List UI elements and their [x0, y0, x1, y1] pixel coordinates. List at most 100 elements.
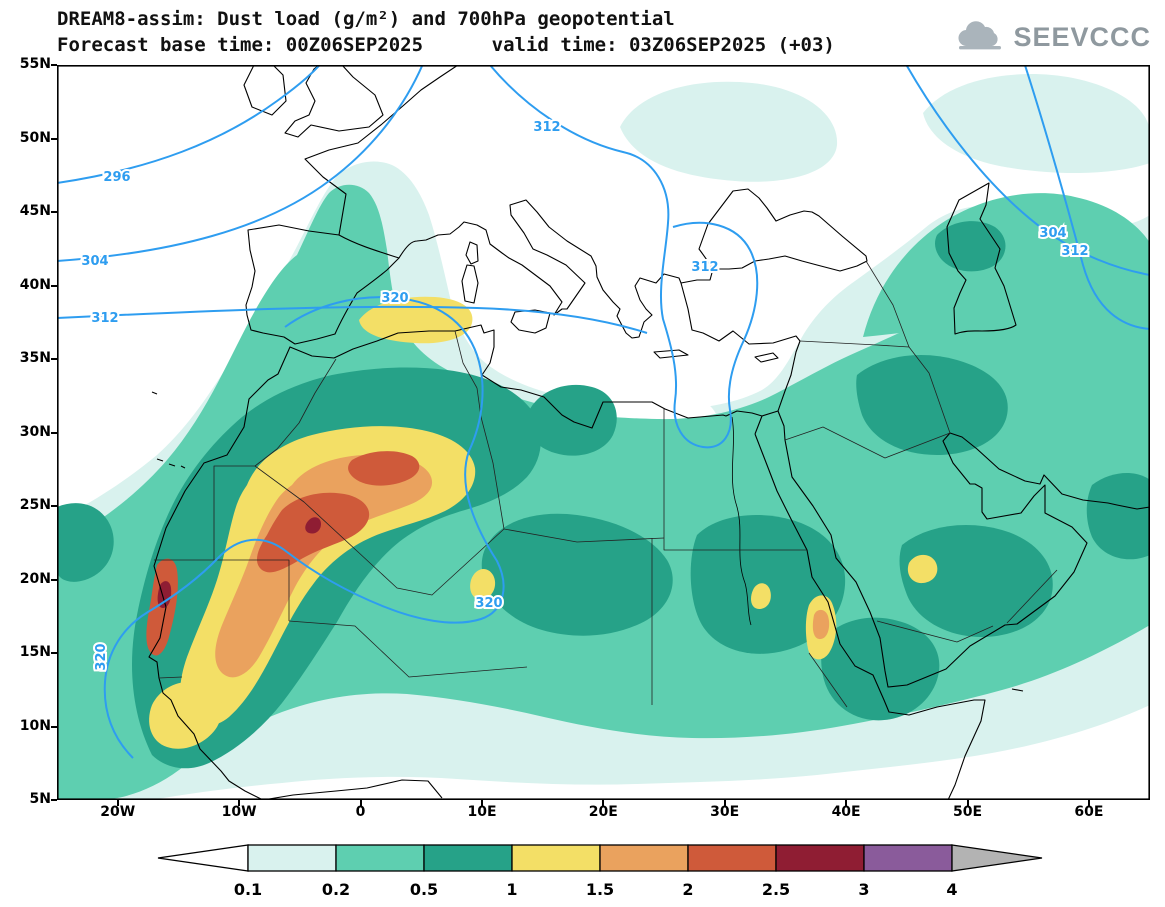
colorbar-canvas: 0.1 0.2 0.5 1 1.5 2 2.5 3 4	[157, 844, 1043, 899]
colorbar-label: 2.5	[762, 880, 790, 899]
lon-tick	[1087, 800, 1090, 806]
dust-area-1-eritrea-spot	[751, 583, 771, 609]
coast-north-africa	[148, 282, 801, 800]
dust-area-1-libya-spot	[470, 568, 496, 600]
lon-label-20E: 20E	[588, 804, 618, 820]
colorbar-segment	[775, 844, 865, 872]
colorbar-label: 0.1	[234, 880, 262, 899]
lon-tick	[238, 800, 241, 806]
lon-tick	[481, 800, 483, 806]
dust-area-0p5-north-arabia	[856, 355, 1008, 455]
contour-label: 320	[381, 291, 408, 306]
dust-area-0p5-east-edge	[1086, 473, 1150, 560]
country-borders	[154, 260, 1058, 708]
dust-area-0p5-central-sahara	[481, 513, 673, 636]
dust-area-1-algeria-band	[359, 296, 473, 344]
colorbar-label: 4	[946, 880, 957, 899]
cloud-icon	[958, 21, 1002, 50]
lat-label-15N: 15N	[19, 644, 51, 660]
dust-area-1p5-ethiopia	[812, 609, 830, 640]
nile-river	[731, 416, 752, 626]
lat-label-5N: 5N	[29, 791, 51, 807]
lat-tick	[51, 652, 57, 654]
lat-tick	[51, 799, 57, 801]
seevccc-logo: SEEVCCC	[953, 20, 1151, 54]
dust-area-2p5-coastal	[157, 581, 172, 608]
map-plot-area: 296 304 312 320 312 312 304 312 320 320	[57, 65, 1150, 800]
contour-304-east	[905, 65, 1150, 276]
lon-label-10W: 10W	[221, 804, 257, 820]
dust-area-2-ne-core	[348, 451, 420, 486]
colorbar-label: 2	[682, 880, 693, 899]
lat-label-55N: 55N	[19, 56, 51, 72]
contour-312-west	[57, 305, 648, 334]
lon-label-30E: 30E	[710, 804, 740, 820]
lat-label-20N: 20N	[19, 570, 51, 587]
lat-label-30N: 30N	[19, 423, 51, 440]
lon-tick	[602, 800, 605, 806]
dust-area-0p5-atlantic	[57, 503, 114, 582]
islands	[151, 241, 1024, 692]
contour-304-west	[57, 65, 424, 262]
dust-area-1p5	[215, 454, 433, 678]
colorbar-label: 3	[858, 880, 869, 899]
logo-text: SEEVCCC	[1013, 21, 1151, 52]
colorbar-segment	[511, 844, 601, 872]
lon-label-40E: 40E	[831, 804, 861, 820]
coast-france	[304, 65, 459, 236]
map-canvas: 296 304 312 320 312 312 304 312 320 320	[57, 65, 1150, 800]
lat-tick	[51, 505, 57, 507]
dust-area-0p1-ukraine	[620, 81, 838, 182]
contour-label: 320	[475, 596, 502, 611]
contour-label: 296	[103, 170, 130, 185]
coast-iberia	[245, 224, 400, 345]
lat-tick	[51, 284, 57, 287]
dust-area-0p5-caucasus	[935, 221, 1006, 272]
lon-label-60E: 60E	[1074, 804, 1104, 820]
lat-tick	[51, 578, 57, 581]
lon-label-0: 0	[355, 804, 366, 820]
colorbar-right-arrow	[951, 844, 1043, 872]
colorbar-segment	[863, 844, 953, 872]
lat-tick	[51, 64, 57, 66]
lat-tick	[51, 431, 57, 434]
colorbar-label: 1.5	[586, 880, 614, 899]
coast-ireland	[243, 65, 287, 116]
contour-label: 312	[1061, 244, 1088, 259]
lon-tick	[359, 800, 362, 806]
lat-tick	[51, 137, 57, 140]
lon-tick	[966, 800, 969, 806]
coast-red-sea-west	[754, 415, 986, 800]
contour-320-meander	[103, 296, 505, 759]
page-title: DREAM8-assim: Dust load (g/m²) and 700hP…	[57, 8, 675, 30]
contour-label: 304	[81, 254, 108, 269]
coast-italy-balkans	[398, 199, 714, 339]
dust-area-0p5-horn	[821, 617, 940, 721]
dust-area-0p5-south-arabia	[899, 525, 1053, 637]
dust-area-1-senegal	[149, 681, 223, 749]
lon-label-20W: 20W	[100, 804, 136, 820]
contour-label: 304	[1039, 226, 1066, 241]
dust-area-0p1-northeast	[923, 74, 1150, 173]
contour-312-trough	[488, 65, 759, 449]
dust-area-0p2-caucasus	[863, 193, 1150, 337]
dust-fill-layer	[57, 74, 1150, 800]
lat-tick	[51, 211, 57, 213]
contour-label: 312	[91, 311, 118, 326]
forecast-time-subtitle: Forecast base time: 00Z06SEP2025 valid t…	[57, 34, 835, 56]
lat-label-35N: 35N	[19, 350, 51, 366]
lat-label-45N: 45N	[19, 203, 51, 219]
colorbar-left-arrow	[157, 844, 249, 872]
colorbar-label: 0.2	[322, 880, 350, 899]
map-frame	[57, 65, 1150, 800]
lat-label-40N: 40N	[19, 276, 51, 293]
dust-area-2p5-inland	[305, 517, 321, 534]
contour-296	[57, 65, 322, 184]
colorbar: 0.1 0.2 0.5 1 1.5 2 2.5 3 4	[148, 842, 1058, 907]
lon-label-50E: 50E	[952, 804, 983, 820]
contour-label: 312	[533, 120, 560, 135]
lon-label-10E: 10E	[467, 804, 497, 820]
lat-label-50N: 50N	[19, 129, 51, 146]
colorbar-segment	[335, 844, 425, 872]
